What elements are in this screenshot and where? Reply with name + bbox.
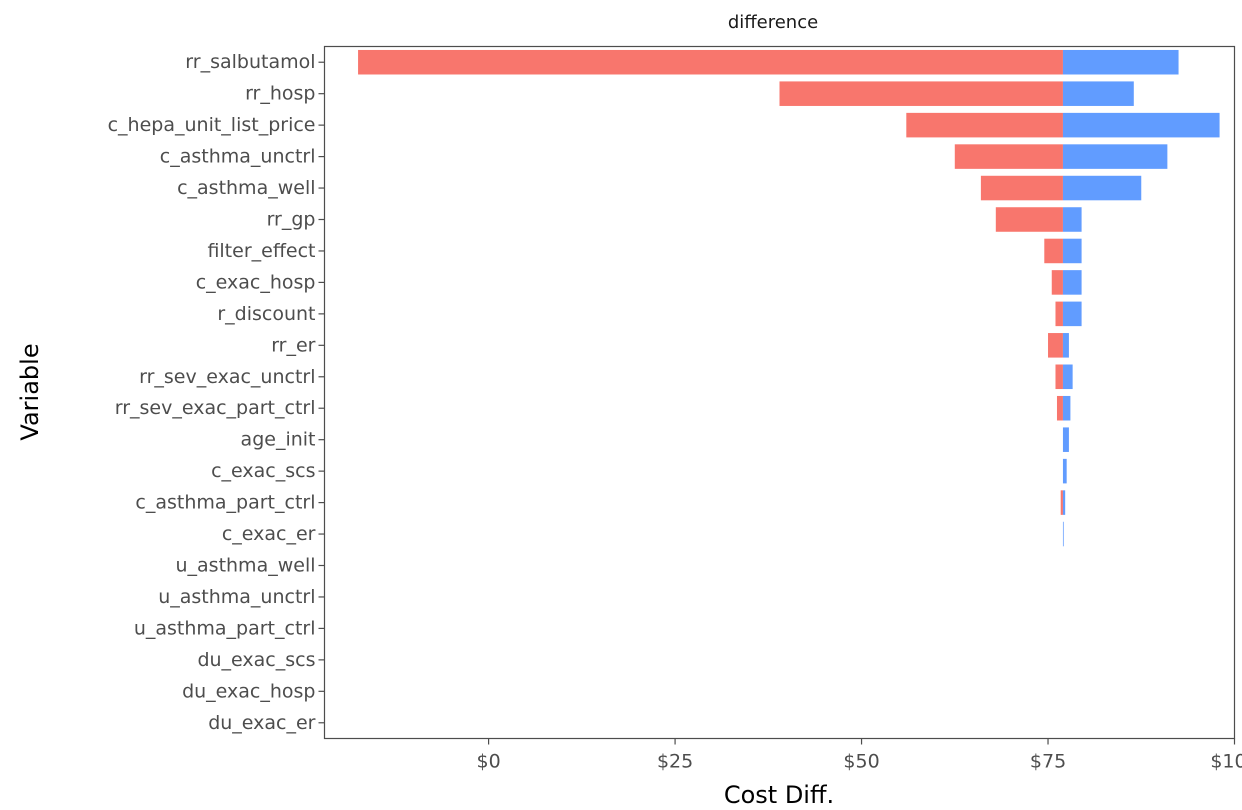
y-tick-label: c_asthma_part_ctrl xyxy=(135,492,315,514)
bar-low-rr_sev_exac_unctrl xyxy=(1055,364,1063,390)
y-tick-label: c_asthma_well xyxy=(177,177,315,199)
x-tick-label: $25 xyxy=(657,751,693,773)
bar-high-rr_sev_exac_part_ctrl xyxy=(1062,395,1071,421)
y-tick-label: c_exac_er xyxy=(222,523,316,545)
y-tick-label: c_hepa_unit_list_price xyxy=(108,114,316,136)
y-tick-label: rr_er xyxy=(271,334,315,356)
y-tick-label: c_exac_hosp xyxy=(196,271,316,293)
facet-title: difference xyxy=(728,12,818,33)
bars-group xyxy=(358,49,1220,547)
y-tick-label: du_exac_er xyxy=(208,712,315,734)
bar-high-c_asthma_unctrl xyxy=(1062,144,1168,169)
bar-high-r_discount xyxy=(1062,301,1082,327)
y-tick-label: r_discount xyxy=(217,303,315,325)
y-tick-label: c_exac_scs xyxy=(211,460,315,482)
x-tick-label: $0 xyxy=(477,751,501,773)
bar-high-c_asthma_part_ctrl xyxy=(1062,490,1066,515)
y-tick-label: rr_hosp xyxy=(245,83,315,105)
bar-low-rr_salbutamol xyxy=(358,49,1063,75)
bar-high-rr_gp xyxy=(1062,207,1082,232)
bar-low-rr_hosp xyxy=(779,81,1063,106)
y-tick-label: rr_sev_exac_unctrl xyxy=(139,366,315,388)
y-tick-label: c_asthma_unctrl xyxy=(160,146,316,168)
bar-low-rr_sev_exac_part_ctrl xyxy=(1056,395,1063,421)
bar-high-rr_er xyxy=(1062,333,1069,358)
bar-high-c_exac_scs xyxy=(1062,458,1067,484)
y-tick-label: rr_salbutamol xyxy=(185,51,315,73)
x-axis: $0 $25 $50 $75 $100 xyxy=(477,738,1242,773)
bar-low-rr_gp xyxy=(995,207,1063,232)
bar-low-rr_er xyxy=(1048,333,1063,358)
bar-high-c_hepa_unit_list_price xyxy=(1062,112,1220,138)
y-axis: rr_salbutamol rr_hosp c_hepa_unit_list_pri… xyxy=(108,51,325,734)
bar-low-r_discount xyxy=(1055,301,1063,327)
x-tick-label: $75 xyxy=(1030,751,1066,773)
y-tick-label: du_exac_hosp xyxy=(182,680,315,702)
bar-low-c_asthma_unctrl xyxy=(954,144,1063,169)
bar-high-rr_sev_exac_unctrl xyxy=(1062,364,1073,390)
bar-high-rr_hosp xyxy=(1062,81,1134,106)
x-axis-title: Cost Diff. xyxy=(724,781,834,809)
y-axis-title: Variable xyxy=(16,343,44,440)
y-tick-label: u_asthma_part_ctrl xyxy=(134,617,316,639)
bar-low-c_exac_hosp xyxy=(1051,270,1063,295)
bar-high-c_exac_er xyxy=(1062,521,1064,547)
y-tick-label: u_asthma_well xyxy=(175,555,315,577)
bar-high-c_exac_hosp xyxy=(1062,270,1082,295)
x-tick-label: $100 xyxy=(1210,751,1242,773)
bar-high-filter_effect xyxy=(1062,238,1082,264)
y-tick-label: age_init xyxy=(241,429,316,451)
bar-high-c_asthma_well xyxy=(1062,175,1142,201)
y-tick-label: du_exac_scs xyxy=(197,649,315,671)
bar-high-age_init xyxy=(1062,427,1069,452)
y-tick-label: u_asthma_unctrl xyxy=(158,586,315,608)
bar-low-c_asthma_well xyxy=(980,175,1063,201)
bar-low-filter_effect xyxy=(1044,238,1063,264)
y-tick-label: rr_sev_exac_part_ctrl xyxy=(115,397,316,419)
panel-border xyxy=(323,45,1236,740)
y-tick-label: filter_effect xyxy=(207,240,315,262)
bar-high-rr_salbutamol xyxy=(1062,49,1179,75)
y-tick-label: rr_gp xyxy=(267,209,316,231)
bar-low-c_asthma_part_ctrl xyxy=(1060,490,1063,515)
x-tick-label: $50 xyxy=(843,751,879,773)
bar-low-c_hepa_unit_list_price xyxy=(906,112,1063,138)
